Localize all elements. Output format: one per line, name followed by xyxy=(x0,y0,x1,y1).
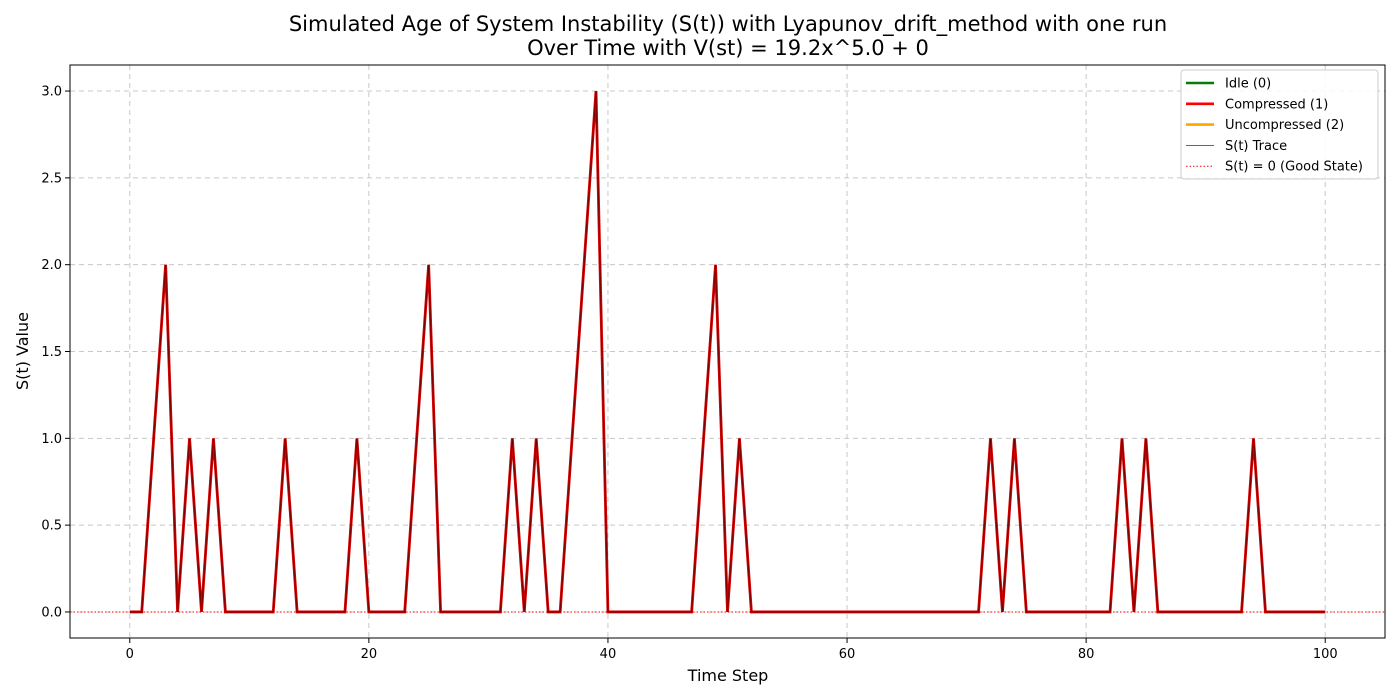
chart-subtitle: Over Time with V(st) = 19.2x^5.0 + 0 xyxy=(527,36,929,60)
x-tick-label: 80 xyxy=(1078,647,1095,662)
y-tick-label: 2.5 xyxy=(41,171,62,186)
chart-title: Simulated Age of System Instability (S(t… xyxy=(289,12,1167,37)
y-tick-label: 1.0 xyxy=(41,432,62,447)
x-tick-label: 0 xyxy=(126,647,134,662)
x-tick-label: 60 xyxy=(839,647,856,662)
series-layer xyxy=(129,90,1326,614)
y-tick-label: 0.5 xyxy=(41,519,62,534)
legend: Idle (0) Compressed (1) Uncompressed (2) S(… xyxy=(1180,69,1379,180)
legend-label-4: S(t) = 0 (Good State) xyxy=(1225,160,1363,175)
x-axis-label: Time Step xyxy=(687,666,769,685)
y-tick-label: 1.5 xyxy=(41,345,62,360)
y-tick-label: 2.0 xyxy=(41,258,62,273)
x-tick-label: 100 xyxy=(1313,647,1338,662)
legend-label-0: Idle (0) xyxy=(1225,77,1271,92)
x-axis-ticks: 0 20 40 60 80 100 xyxy=(126,638,1338,662)
y-axis-label: S(t) Value xyxy=(13,312,32,390)
y-tick-label: 0.0 xyxy=(41,605,62,620)
y-axis-ticks: 0.0 0.5 1.0 1.5 2.0 2.5 3.0 xyxy=(41,85,70,620)
y-tick-label: 3.0 xyxy=(41,85,62,100)
series-trace-thin-0 xyxy=(129,91,1326,613)
x-tick-label: 40 xyxy=(600,647,617,662)
legend-items: Idle (0) Compressed (1) Uncompressed (2) S(… xyxy=(1186,77,1363,175)
legend-box xyxy=(1180,69,1379,180)
legend-label-1: Compressed (1) xyxy=(1225,97,1328,112)
x-tick-label: 20 xyxy=(361,647,378,662)
legend-label-3: S(t) Trace xyxy=(1225,139,1287,154)
legend-label-2: Uncompressed (2) xyxy=(1225,118,1344,133)
